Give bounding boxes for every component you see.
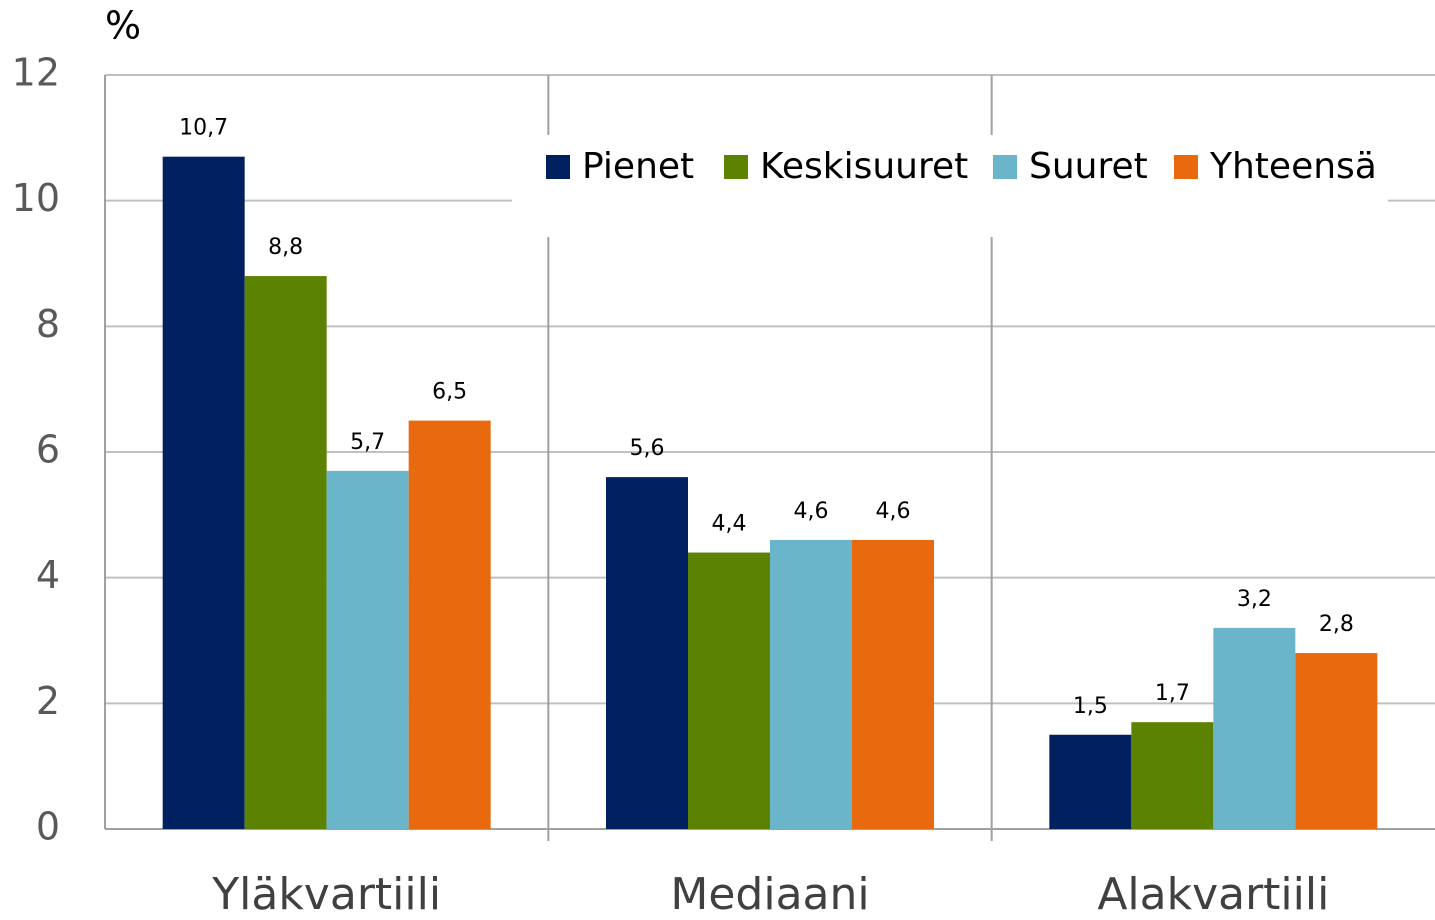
bar	[852, 539, 934, 829]
y-tick-label: 2	[36, 679, 60, 723]
bar	[1131, 722, 1214, 829]
bar	[1295, 653, 1378, 829]
legend-swatch	[993, 155, 1017, 179]
bar	[326, 470, 409, 829]
x-tick-label: Mediaani	[670, 869, 869, 920]
y-axis-label: %	[105, 4, 141, 48]
data-label: 5,7	[350, 430, 385, 455]
bar	[688, 552, 770, 829]
x-tick-label: Yläkvartiili	[211, 869, 441, 920]
data-label: 2,8	[1319, 612, 1354, 637]
bar	[162, 156, 245, 829]
legend-label: Pienet	[582, 146, 694, 187]
data-label: 5,6	[630, 436, 665, 461]
bar	[606, 477, 688, 829]
data-label: 10,7	[179, 116, 228, 141]
x-tick-label: Alakvartiili	[1097, 869, 1329, 920]
y-tick-label: 12	[12, 51, 60, 95]
legend-background	[512, 135, 1388, 237]
bar	[408, 420, 491, 829]
y-tick-label: 4	[36, 553, 60, 597]
legend-swatch	[546, 155, 570, 179]
legend-swatch	[724, 155, 748, 179]
y-tick-label: 10	[12, 176, 60, 220]
y-tick-label: 8	[36, 302, 60, 346]
bar	[1213, 627, 1296, 829]
legend-label: Keskisuuret	[760, 146, 968, 187]
data-label: 4,6	[794, 499, 829, 524]
data-label: 8,8	[268, 235, 303, 260]
bar	[1049, 734, 1132, 829]
y-tick-label: 0	[36, 805, 60, 849]
legend-swatch	[1174, 155, 1198, 179]
data-label: 3,2	[1237, 587, 1272, 612]
data-label: 4,4	[712, 512, 747, 537]
y-tick-label: 6	[36, 428, 60, 472]
bar	[770, 539, 852, 829]
data-label: 1,5	[1073, 694, 1108, 719]
data-label: 4,6	[876, 499, 911, 524]
legend-label: Suuret	[1029, 146, 1148, 187]
data-label: 6,5	[432, 380, 467, 405]
legend-label: Yhteensä	[1209, 146, 1377, 187]
data-label: 1,7	[1155, 681, 1190, 706]
bar	[244, 276, 327, 830]
